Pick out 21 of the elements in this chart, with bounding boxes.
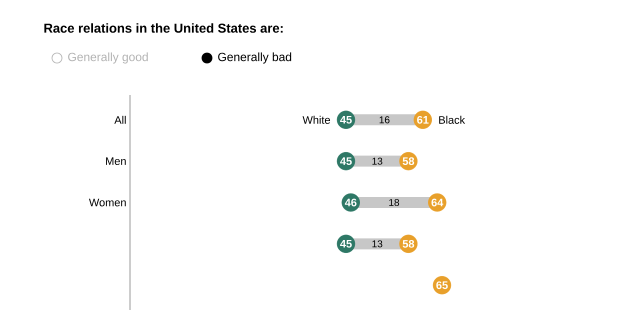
series-label: White	[302, 116, 330, 124]
y-tick-label: Men	[106, 157, 126, 165]
annotation: 16	[380, 116, 390, 124]
data-label: 58	[402, 240, 414, 248]
data-label: 61	[417, 116, 429, 124]
y-tick-label: Women	[88, 198, 126, 206]
annotation: 13	[372, 158, 382, 165]
data-label: 45	[340, 157, 352, 165]
y-tick-label: All	[114, 116, 126, 124]
data-label: 64	[432, 198, 444, 206]
data-label: 46	[344, 198, 357, 206]
text: Generally good	[68, 52, 148, 64]
annotation: 13	[372, 240, 382, 248]
series-label: Black	[439, 116, 466, 124]
annotation: 18	[389, 198, 400, 206]
data-label: 65	[436, 281, 448, 290]
text: Generally bad	[218, 52, 292, 64]
data-label: 45	[340, 116, 352, 124]
text: Race relations in the United States are:	[44, 23, 283, 33]
data-label: 45	[340, 240, 352, 248]
data-label: 58	[402, 157, 414, 166]
